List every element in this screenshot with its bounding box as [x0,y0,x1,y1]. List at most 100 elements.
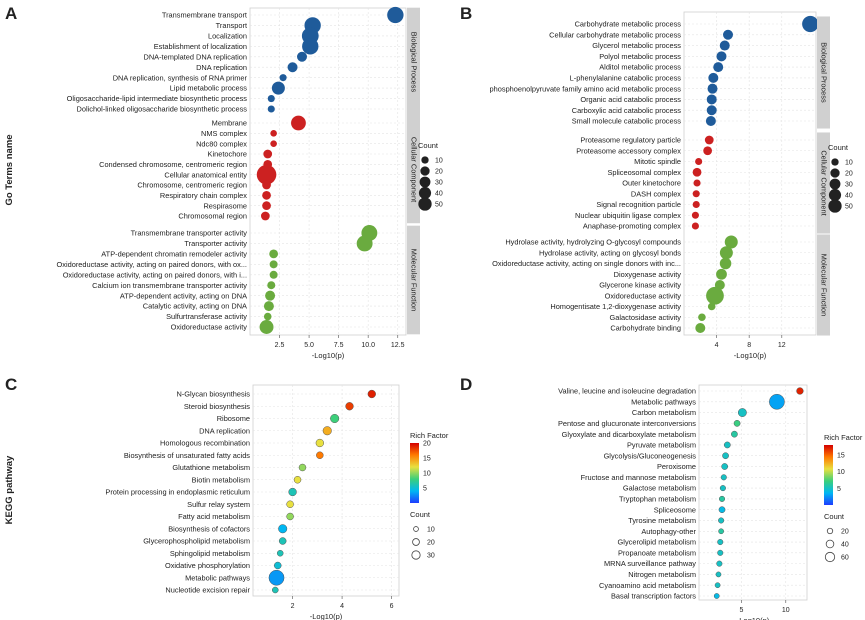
data-point [724,235,738,249]
legend-title: Count [418,141,439,150]
data-point [322,426,332,436]
term-label: Organic acid catabolic process [580,95,681,104]
size-legend: Count 10 20 30 [410,510,435,560]
term-label: Glyoxylate and dicarboxylate metabolism [562,430,696,439]
size-legend: Count 10 20 30 40 50 [418,141,443,211]
term-label: Glycerone kinase activity [599,281,681,290]
data-point [692,190,700,198]
x-tick-label: 10.0 [361,342,375,349]
data-point [265,290,276,301]
term-label: Tryptophan metabolism [619,494,696,503]
data-point [706,94,717,105]
data-point [270,130,277,137]
panel-label: A [5,4,17,23]
term-label: DNA replication [199,426,250,435]
term-label: Proteasome regulatory particle [580,136,681,145]
data-point [286,500,294,508]
facet-strip [817,234,830,336]
data-point [302,38,319,55]
term-label: Oxidoreductase activity, acting on singl… [492,259,681,268]
data-point [716,268,727,280]
legend-title: Count [824,512,845,521]
data-point [715,571,722,578]
data-point [719,246,733,260]
data-point [737,408,747,417]
data-point [723,29,733,40]
term-label: Calcium ion transmembrane transporter ac… [92,281,247,290]
facet-strip-label: Biological Process [820,42,829,103]
panel-d: D 5 10 -Log10(p) Valine, leucine and isoleuc… [460,375,863,620]
legend-label: 30 [435,180,443,187]
data-point [722,452,729,460]
data-point [269,249,279,259]
color-tick-label: 5 [423,486,427,493]
term-label: Carbohydrate metabolic process [575,20,682,29]
data-point [719,485,726,492]
term-label: Biosynthesis of unsaturated fatty acids [124,451,250,460]
panel-b: B 4 8 12 -Log10(p) Carbohydrate metabolic pro… [460,4,853,360]
data-point [719,40,730,51]
term-label: Autophagy-other [641,527,696,536]
data-point [298,463,307,472]
facet-strip [817,132,830,234]
legend-label: 20 [435,169,443,176]
data-point [259,320,274,334]
term-label: Oxidoreductase activity [171,323,248,332]
term-label: Homologous recombination [160,439,250,448]
term-label: NMS complex [201,129,247,138]
legend-label: 10 [845,160,853,167]
legend-swatch [411,550,421,560]
term-label: Nuclear ubiquitin ligase complex [575,211,681,220]
panel-c: C 2 4 6 -Log10(p) N-Glycan biosynthesis Steroi… [4,375,449,620]
color-tick-label: 10 [423,471,431,478]
legend-title: Count [410,510,431,519]
term-label: Membrane [212,119,247,128]
legend-swatch [830,168,840,178]
color-tick-label: 15 [837,453,845,460]
data-point [718,528,724,535]
legend-label: 60 [841,555,849,562]
color-bar [824,445,833,505]
plot-frame [683,11,817,336]
data-point [270,140,277,147]
term-label: Protein processing in endoplasmic reticu… [105,488,250,497]
legend-label: 10 [427,527,435,534]
data-point [315,438,324,448]
term-label: Ribosome [217,414,250,423]
term-label: Nucleotide excision repair [165,586,250,595]
color-tick-label: 10 [837,469,845,476]
legend-swatch [828,199,842,213]
legend-swatch [824,551,836,563]
term-label: N-Glycan biosynthesis [176,390,250,399]
data-point [695,323,706,333]
term-label: Dioxygenase activity [614,270,682,279]
term-label: Glycerophospholipid metabolism [143,537,250,546]
term-label: Small molecule catabolic process [572,117,682,126]
term-label: L-phenylalanine catabolic process [570,73,682,82]
legend-label: 20 [427,540,435,547]
term-label: Oxidoreductase activity, acting on paire… [57,260,247,269]
data-point [718,495,726,502]
legend-swatch [413,526,419,532]
term-label: Signal recognition particle [596,200,681,209]
data-point [717,539,724,546]
data-point [733,420,741,427]
x-tick-label: 12 [778,342,786,349]
legend-title: Count [828,143,849,152]
data-point [262,180,271,190]
term-label: Condensed chromosome, centromeric region [99,160,247,169]
data-point [731,430,738,438]
data-point [268,569,285,586]
data-point [706,286,724,305]
legend-swatch [825,539,835,549]
facet-strip-label: Molecular Function [410,249,419,311]
data-point [706,105,717,116]
legend-swatch [418,197,432,211]
term-label: ATP-dependent chromatin remodeler activi… [101,249,247,258]
data-point [287,62,298,73]
data-point [278,524,288,534]
data-point [796,387,804,395]
x-tick-label: 12.5 [391,342,405,349]
data-point [286,512,294,521]
data-point [695,157,703,166]
